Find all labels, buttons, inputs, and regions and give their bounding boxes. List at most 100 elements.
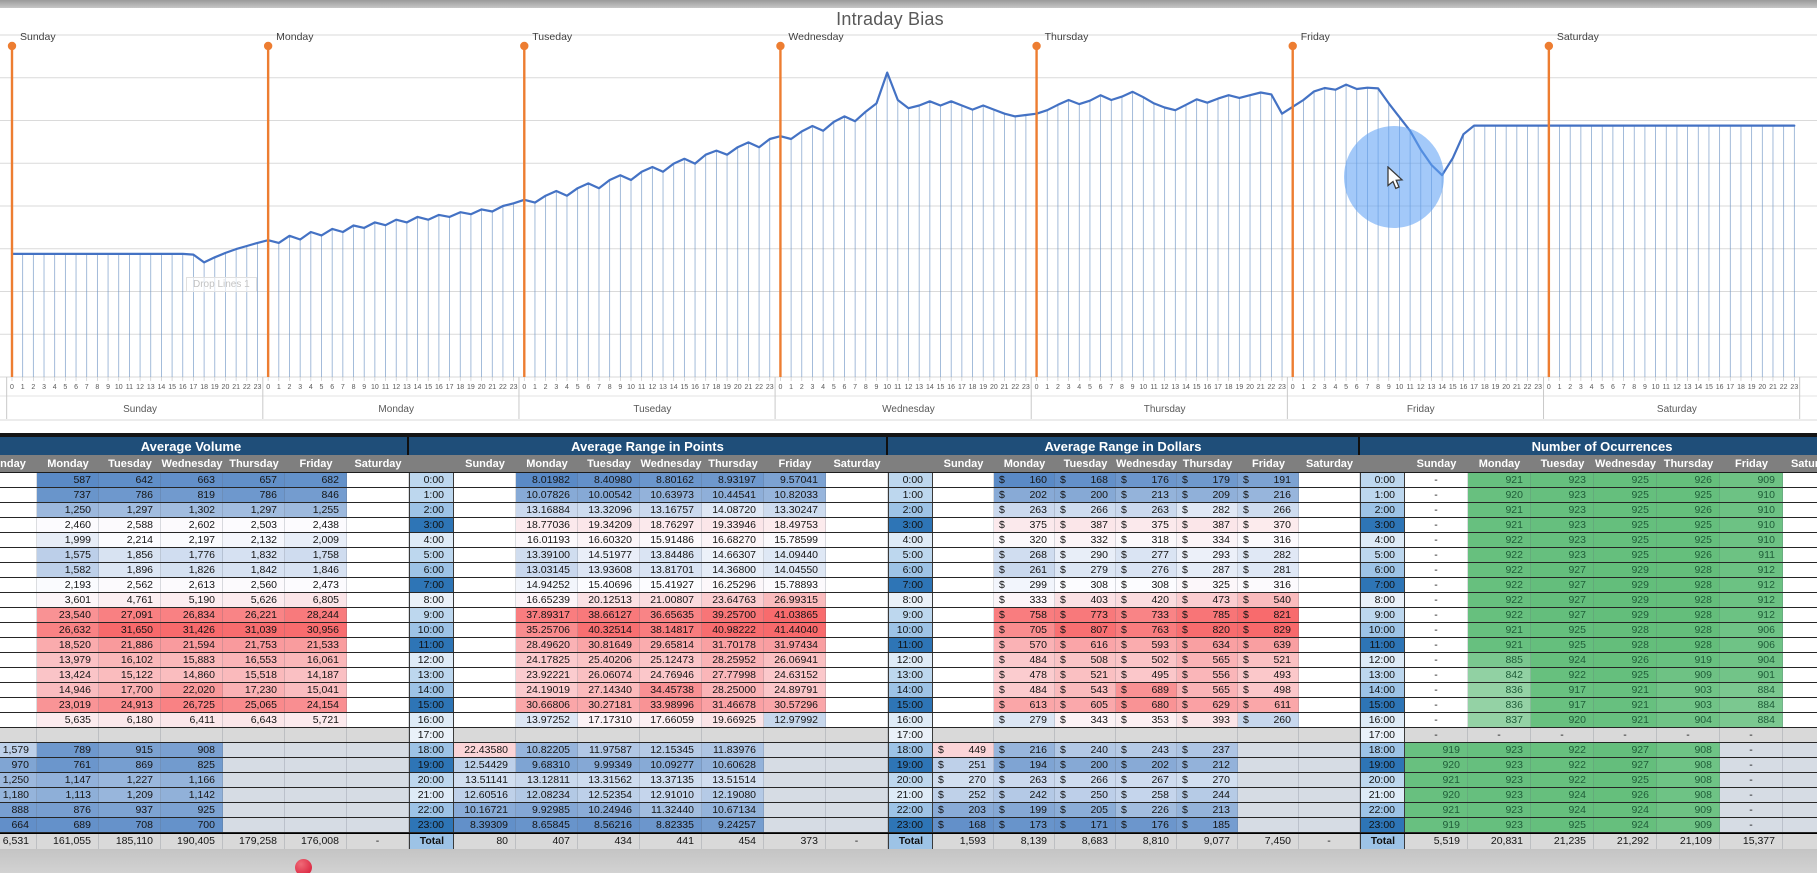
table-cell[interactable]: 16.65239 — [516, 593, 578, 607]
table-cell[interactable]: 915 — [99, 743, 161, 757]
table-cell[interactable]: $565 — [1177, 683, 1238, 697]
table-cell[interactable]: $266 — [1055, 773, 1116, 787]
table-cell[interactable]: 29.65814 — [640, 638, 702, 652]
table-cell[interactable]: 909 — [1657, 668, 1720, 682]
time-cell[interactable]: 6:00 — [888, 563, 933, 577]
table-cell[interactable]: $244 — [1177, 788, 1238, 802]
table-cell[interactable]: - — [1405, 488, 1468, 502]
table-cell[interactable]: $689 — [1116, 683, 1177, 697]
table-cell[interactable]: 922 — [1468, 533, 1531, 547]
table-cell[interactable] — [933, 593, 994, 607]
table-cell[interactable]: 708 — [99, 818, 161, 832]
table-cell[interactable]: 40.98222 — [702, 623, 764, 637]
table-cell[interactable]: $202 — [994, 488, 1055, 502]
time-cell[interactable]: 15:00 — [888, 698, 933, 712]
table-cell[interactable] — [1299, 758, 1360, 772]
table-cell[interactable]: - — [1720, 728, 1783, 742]
table-cell[interactable]: 15.78599 — [764, 533, 826, 547]
table-cell[interactable]: 14.94252 — [516, 578, 578, 592]
table-cell[interactable]: 27.14340 — [578, 683, 640, 697]
table-cell[interactable] — [1783, 758, 1817, 772]
table-cell[interactable]: 15,041 — [285, 683, 347, 697]
table-cell[interactable]: $333 — [994, 593, 1055, 607]
table-cell[interactable] — [1299, 608, 1360, 622]
table-cell[interactable] — [826, 818, 888, 832]
table-cell[interactable]: $484 — [994, 653, 1055, 667]
table-cell[interactable]: 689 — [37, 818, 99, 832]
table-cell[interactable]: 37.89317 — [516, 608, 578, 622]
table-cell[interactable]: 14.51977 — [578, 548, 640, 562]
time-cell[interactable]: 11:00 — [1360, 638, 1405, 652]
table-cell[interactable]: $593 — [1116, 638, 1177, 652]
table-cell[interactable]: $171 — [1055, 818, 1116, 832]
table-cell[interactable] — [347, 698, 409, 712]
table-cell[interactable] — [1238, 728, 1299, 742]
table-cell[interactable]: 664 — [0, 818, 37, 832]
table-cell[interactable]: $276 — [1116, 563, 1177, 577]
table-cell[interactable]: 885 — [1468, 653, 1531, 667]
table-cell[interactable]: 1,896 — [99, 563, 161, 577]
table-cell[interactable] — [764, 818, 826, 832]
table-cell[interactable]: 921 — [1468, 473, 1531, 487]
table-cell[interactable]: 2,193 — [37, 578, 99, 592]
table-cell[interactable] — [1783, 713, 1817, 727]
table-cell[interactable]: - — [1531, 728, 1594, 742]
table-cell[interactable] — [1783, 653, 1817, 667]
time-cell[interactable]: 18:00 — [1360, 743, 1405, 757]
table-cell[interactable]: $268 — [994, 548, 1055, 562]
table-cell[interactable]: 2,214 — [99, 533, 161, 547]
table-cell[interactable]: - — [1405, 593, 1468, 607]
table-cell[interactable]: 10.60628 — [702, 758, 764, 772]
table-cell[interactable] — [454, 533, 516, 547]
table-cell[interactable] — [223, 818, 285, 832]
table-cell[interactable]: 761 — [37, 758, 99, 772]
column-header-thursday[interactable]: Thursday — [1182, 457, 1233, 470]
table-cell[interactable]: 903 — [1657, 698, 1720, 712]
table-cell[interactable] — [1783, 473, 1817, 487]
table-cell[interactable] — [933, 548, 994, 562]
table-cell[interactable]: $251 — [933, 758, 994, 772]
table-cell[interactable] — [454, 608, 516, 622]
table-cell[interactable] — [454, 698, 516, 712]
table-cell[interactable]: 928 — [1594, 623, 1657, 637]
table-cell[interactable]: $266 — [1055, 503, 1116, 517]
time-cell[interactable]: 17:00 — [888, 728, 933, 742]
time-cell[interactable]: 10:00 — [1360, 623, 1405, 637]
total-cell[interactable]: 20,831 — [1468, 834, 1531, 849]
table-cell[interactable]: 8.65845 — [516, 818, 578, 832]
table-cell[interactable] — [285, 773, 347, 787]
table-cell[interactable]: 5,721 — [285, 713, 347, 727]
table-cell[interactable]: 31,650 — [99, 623, 161, 637]
column-header-tuesday[interactable]: Tuesday — [108, 457, 152, 470]
table-cell[interactable]: - — [1405, 623, 1468, 637]
time-cell[interactable]: 12:00 — [409, 653, 454, 667]
table-cell[interactable] — [0, 563, 37, 577]
table-cell[interactable]: 18.77036 — [516, 518, 578, 532]
intraday-bias-chart[interactable]: 0 1 2 3 4 5 6 7 8 9 10 11 12 13 14 15 16 17 18 19 20 21 22 23 Su… — [0, 0, 1817, 433]
table-cell[interactable]: $316 — [1238, 533, 1299, 547]
table-cell[interactable]: 16,553 — [223, 653, 285, 667]
table-cell[interactable]: $194 — [994, 758, 1055, 772]
table-cell[interactable]: 10.67134 — [702, 803, 764, 817]
total-cell[interactable]: 373 — [764, 834, 826, 849]
table-cell[interactable]: 928 — [1657, 638, 1720, 652]
table-cell[interactable] — [1783, 698, 1817, 712]
table-cell[interactable]: 5,635 — [37, 713, 99, 727]
table-cell[interactable]: $375 — [1116, 518, 1177, 532]
table-cell[interactable] — [764, 758, 826, 772]
table-cell[interactable]: 1,142 — [161, 788, 223, 802]
table-cell[interactable]: 924 — [1594, 803, 1657, 817]
table-cell[interactable]: 23.92221 — [516, 668, 578, 682]
table-cell[interactable] — [0, 698, 37, 712]
table-cell[interactable]: 15.41927 — [640, 578, 702, 592]
table-cell[interactable]: 923 — [1531, 488, 1594, 502]
column-header-friday[interactable]: Friday — [1251, 457, 1285, 470]
table-cell[interactable]: 923 — [1531, 518, 1594, 532]
total-cell[interactable]: 8,139 — [994, 834, 1055, 849]
column-header-friday[interactable]: Friday — [299, 457, 333, 470]
total-cell[interactable]: 454 — [702, 834, 764, 849]
table-cell[interactable] — [0, 728, 37, 742]
table-cell[interactable]: 926 — [1657, 548, 1720, 562]
table-cell[interactable]: 909 — [1720, 473, 1783, 487]
table-cell[interactable]: 924 — [1531, 653, 1594, 667]
